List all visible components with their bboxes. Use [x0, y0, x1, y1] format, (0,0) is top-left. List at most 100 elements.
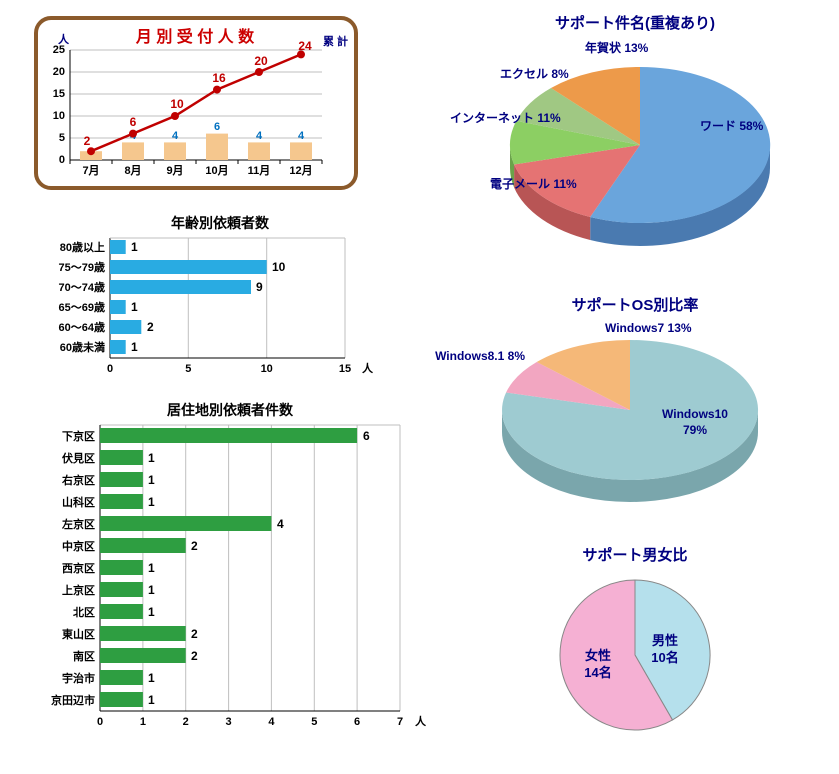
- svg-text:75～79歳: 75～79歳: [59, 260, 105, 274]
- svg-text:7: 7: [397, 716, 403, 728]
- svg-text:1: 1: [148, 495, 155, 509]
- pie3-title: サポート男女比: [582, 546, 687, 564]
- svg-text:山科区: 山科区: [62, 495, 95, 509]
- svg-text:6: 6: [354, 716, 360, 728]
- pie1-label-email: 電子メール 11%: [490, 177, 577, 191]
- pie2-label-win7: Windows7 13%: [605, 321, 692, 335]
- svg-text:1: 1: [131, 300, 138, 314]
- pie3-label-f2: 14名: [584, 665, 611, 680]
- svg-text:2: 2: [191, 539, 198, 553]
- svg-text:中京区: 中京区: [62, 539, 95, 553]
- svg-text:5: 5: [311, 716, 317, 728]
- svg-text:60歳未満: 60歳未満: [60, 340, 105, 354]
- svg-text:6: 6: [363, 429, 370, 443]
- svg-text:2: 2: [183, 716, 189, 728]
- svg-text:右京区: 右京区: [61, 473, 95, 487]
- svg-text:15: 15: [339, 363, 351, 375]
- svg-text:3: 3: [226, 716, 232, 728]
- svg-text:24: 24: [298, 39, 312, 53]
- svg-text:10: 10: [272, 260, 286, 274]
- chart-monthly: 月 別 受 付 人 数 人 累 計 0 5 10 15 20 25: [36, 18, 356, 188]
- svg-text:80歳以上: 80歳以上: [60, 240, 105, 254]
- svg-text:1: 1: [148, 671, 155, 685]
- svg-text:南区: 南区: [73, 649, 95, 663]
- svg-text:11月: 11月: [248, 164, 271, 177]
- svg-text:8月: 8月: [124, 164, 141, 177]
- svg-text:4: 4: [277, 517, 284, 531]
- svg-text:20: 20: [53, 66, 65, 78]
- pie2-label-win10b: 79%: [683, 423, 707, 437]
- svg-text:1: 1: [148, 583, 155, 597]
- svg-text:1: 1: [131, 340, 138, 354]
- svg-text:伏見区: 伏見区: [62, 451, 95, 465]
- svg-text:4: 4: [268, 716, 275, 728]
- svg-text:2: 2: [84, 134, 91, 148]
- pie1-label-excel: エクセル 8%: [500, 67, 569, 81]
- svg-text:15: 15: [53, 88, 65, 100]
- svg-text:9月: 9月: [166, 164, 183, 177]
- svg-text:1: 1: [140, 716, 146, 728]
- svg-text:20: 20: [254, 54, 268, 68]
- svg-text:10: 10: [170, 97, 184, 111]
- pie3-label-m: 男性: [652, 633, 678, 648]
- pie-os: サポートOS別比率 Windows10 79% Windows7 13% Win…: [435, 296, 758, 502]
- svg-text:西京区: 西京区: [62, 561, 95, 575]
- svg-text:25: 25: [53, 44, 65, 56]
- svg-text:1: 1: [148, 473, 155, 487]
- svg-text:10月: 10月: [205, 164, 228, 177]
- pie1-title: サポート件名(重複あり): [555, 14, 715, 32]
- pie2-title: サポートOS別比率: [572, 296, 699, 314]
- svg-text:16: 16: [212, 71, 226, 85]
- svg-text:2: 2: [147, 320, 154, 334]
- svg-text:2: 2: [191, 627, 198, 641]
- svg-text:京田辺市: 京田辺市: [51, 693, 95, 707]
- pie3-label-f: 女性: [585, 648, 611, 663]
- pie-subjects: サポート件名(重複あり) ワード 58% 年賀状 13% エクセル 8%: [450, 14, 770, 246]
- svg-text:下京区: 下京区: [62, 429, 95, 443]
- svg-text:60～64歳: 60～64歳: [59, 320, 105, 334]
- pie2-label-win10: Windows10: [662, 407, 728, 421]
- svg-text:70～74歳: 70～74歳: [59, 280, 105, 294]
- svg-text:10: 10: [53, 110, 65, 122]
- svg-text:6: 6: [130, 115, 137, 129]
- svg-text:10: 10: [261, 363, 273, 375]
- svg-text:6: 6: [214, 121, 220, 133]
- svg-text:4: 4: [256, 130, 263, 142]
- pie-gender: サポート男女比 男性 10名 女性 14名: [560, 546, 710, 730]
- pie1-label-internet: インターネット 11%: [450, 111, 561, 125]
- svg-text:宇治市: 宇治市: [62, 671, 95, 685]
- svg-text:1: 1: [148, 561, 155, 575]
- svg-text:0: 0: [97, 716, 103, 728]
- svg-text:北区: 北区: [73, 605, 95, 619]
- svg-text:4: 4: [172, 130, 179, 142]
- svg-text:5: 5: [185, 363, 191, 375]
- svg-text:2: 2: [191, 649, 198, 663]
- svg-text:12月: 12月: [289, 164, 312, 177]
- svg-text:4: 4: [298, 130, 305, 142]
- svg-text:0: 0: [107, 363, 113, 375]
- svg-text:1: 1: [148, 451, 155, 465]
- pie1-label-nenga: 年賀状 13%: [585, 40, 649, 55]
- pie1-label-word: ワード 58%: [700, 119, 764, 133]
- chart1-title: 月 別 受 付 人 数: [135, 27, 255, 46]
- chart1-cumlabel: 累 計: [323, 34, 348, 48]
- svg-text:7月: 7月: [82, 164, 99, 177]
- chart2-title: 年齢別依頼者数: [171, 215, 270, 231]
- svg-text:0: 0: [59, 154, 65, 166]
- svg-text:1: 1: [148, 605, 155, 619]
- svg-text:9: 9: [256, 280, 263, 294]
- chart3-title: 居住地別依頼者件数: [167, 402, 294, 418]
- svg-text:1: 1: [148, 693, 155, 707]
- svg-text:1: 1: [131, 240, 138, 254]
- pie3-label-m2: 10名: [651, 650, 678, 665]
- chart-age: 年齢別依頼者数 1 10 9 1 2 1: [59, 215, 374, 375]
- chart2-xlabel: 人: [362, 361, 374, 375]
- svg-text:上京区: 上京区: [62, 583, 95, 597]
- svg-text:65～69歳: 65～69歳: [59, 300, 105, 314]
- svg-text:5: 5: [59, 132, 65, 144]
- svg-text:左京区: 左京区: [61, 517, 95, 531]
- svg-text:東山区: 東山区: [62, 627, 95, 641]
- chart-area: 居住地別依頼者件数: [51, 402, 427, 728]
- pie2-label-win81: Windows8.1 8%: [435, 349, 525, 363]
- chart3-xlabel: 人: [415, 714, 427, 728]
